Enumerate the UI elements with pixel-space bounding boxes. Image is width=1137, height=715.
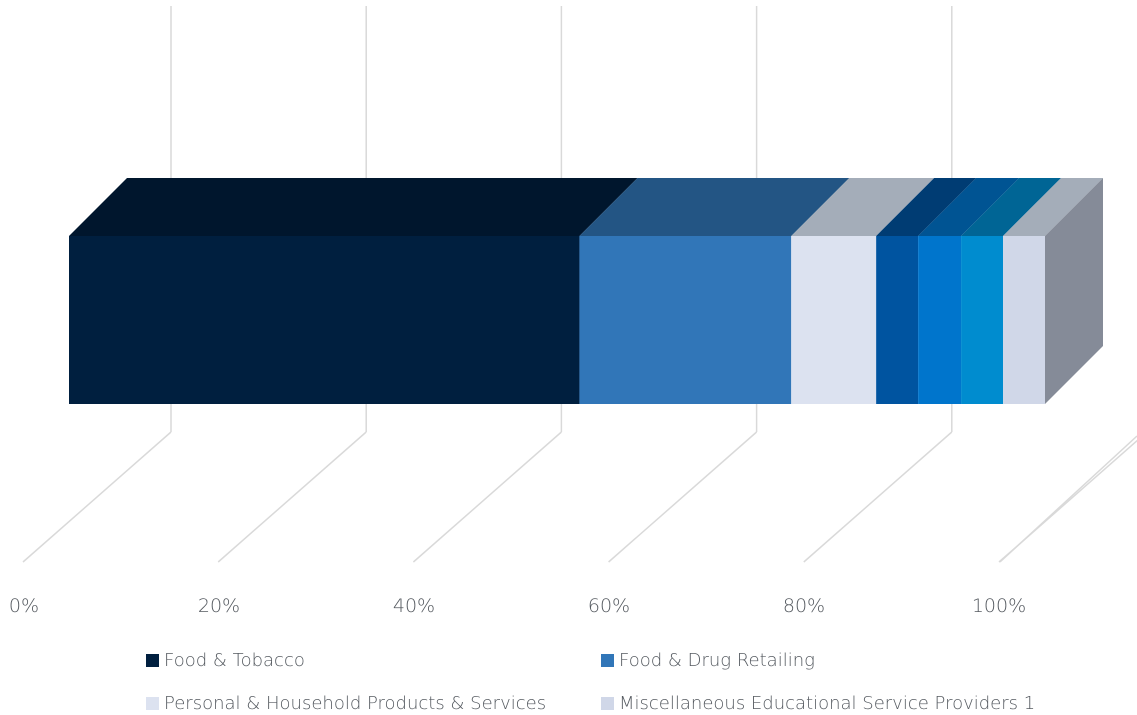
gridline-floor [217,431,367,563]
x-tick-label: 40% [393,595,435,617]
gridline-floor [803,431,953,563]
bar-segment [579,236,792,404]
x-tick-label: 60% [588,595,630,617]
bar-segment-top [791,178,935,236]
bar-segment-top [579,178,850,236]
bar-segment-top [69,178,638,236]
x-tick-label: 20% [198,595,240,617]
bar-segment-top [918,178,1020,236]
bar-segment [876,236,919,404]
bar-side-face [1045,178,1103,404]
bar-segment [1003,236,1045,404]
gridline-floor [22,431,172,563]
gridline-floor [412,431,562,563]
x-axis-ticks: 0% 20% 40% 60% 80% 100% [9,595,1026,617]
bar-segment-top [961,178,1062,236]
bar-segment [791,236,877,404]
gridline-floor [999,435,1137,563]
bar-segment [918,236,962,404]
bar-segment [961,236,1004,404]
bar-segment-top [1003,178,1103,236]
bar-segment [69,236,580,404]
gridline-floor [608,431,758,563]
gridline-floor [998,439,1137,563]
x-tick-label: 100% [972,595,1026,617]
bar-segments [69,178,1103,404]
bar-segment-top [876,178,977,236]
x-tick-label: 0% [9,595,39,617]
x-tick-label: 80% [783,595,825,617]
